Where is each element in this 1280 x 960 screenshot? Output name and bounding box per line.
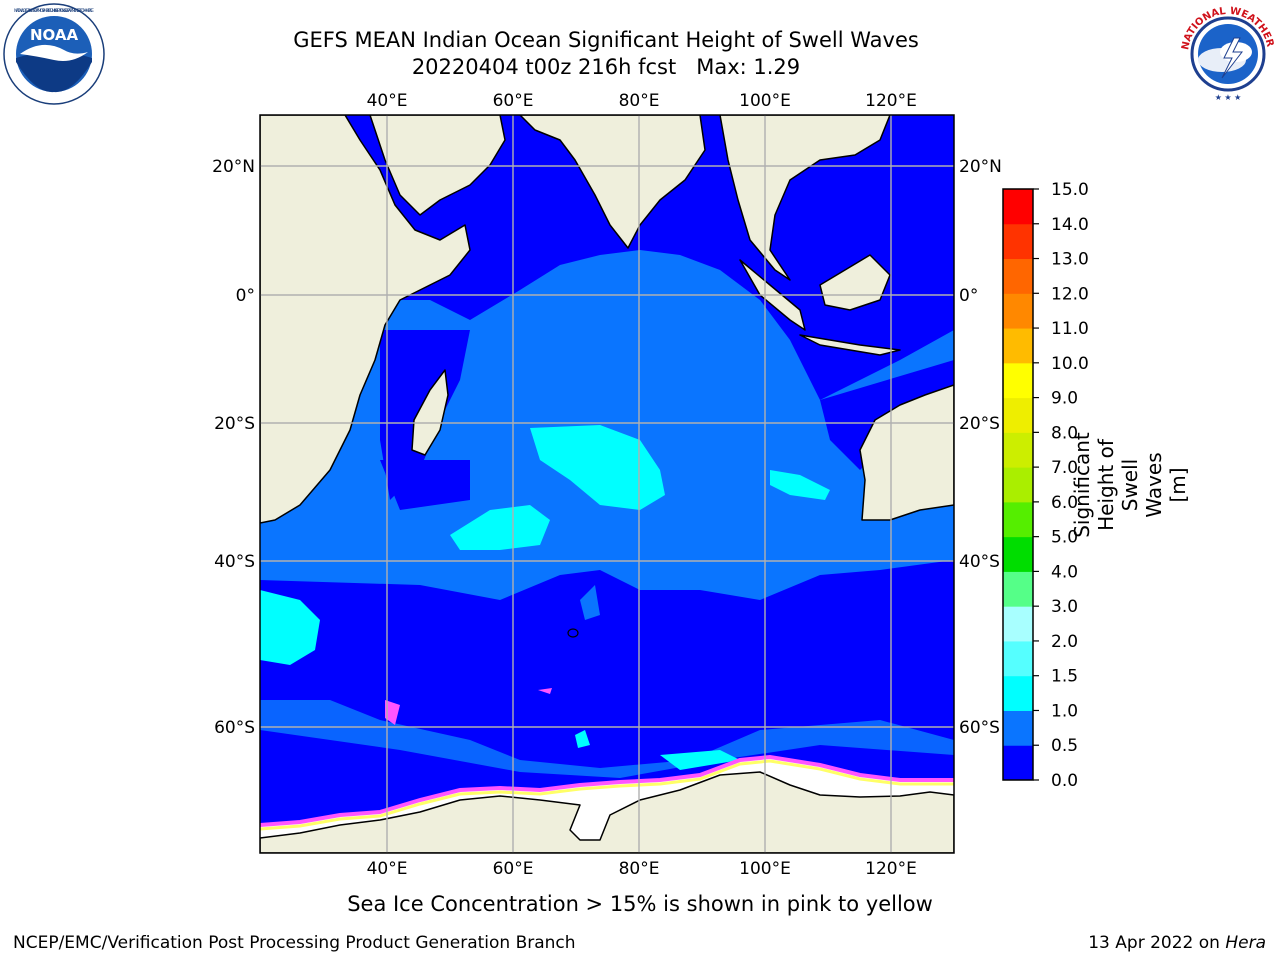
right-axis-label: 60°S <box>959 718 1000 738</box>
colorbar-tick-label: 13.0 <box>1051 250 1089 270</box>
colorbar-tick-label: 8.0 <box>1051 423 1078 443</box>
colorbar-segment <box>1003 293 1033 329</box>
top-axis-label: 80°E <box>619 91 660 111</box>
footer-host: Hera <box>1225 933 1266 953</box>
colorbar-segment <box>1003 501 1033 538</box>
left-axis-label: 20°S <box>214 414 255 434</box>
noaa-ring-text: NATIONAL OCEANIC AND ATMOSPHERIC ADMINIS… <box>14 8 94 14</box>
ice-edge-pink <box>260 754 954 827</box>
svg-text:★ ★ ★: ★ ★ ★ <box>1215 93 1242 102</box>
top-axis-label: 60°E <box>493 91 534 111</box>
bottom-axis-label: 80°E <box>619 859 660 879</box>
ice-edge-yellow <box>260 759 954 831</box>
colorbar-tick-label: 5.0 <box>1051 528 1078 548</box>
sea-ice-caption: Sea Ice Concentration > 15% is shown in … <box>347 892 933 916</box>
left-axis-label: 40°S <box>214 552 255 572</box>
swell-high-patch-southwest <box>260 590 320 665</box>
swell-high-patch-west <box>450 505 550 550</box>
colorbar-tick-label: 15.0 <box>1051 180 1089 200</box>
bottom-axis-label: 60°E <box>493 859 534 879</box>
top-axis-label: 40°E <box>367 91 408 111</box>
left-axis-label: 60°S <box>214 718 255 738</box>
colorbar-segment <box>1003 432 1033 468</box>
colorbar-tick-label: 0.0 <box>1051 771 1078 791</box>
land-australia <box>859 384 954 521</box>
colorbar-frame <box>1002 188 1034 781</box>
colorbar-segment <box>1003 467 1033 503</box>
colorbar-tick-label: 14.0 <box>1051 215 1089 235</box>
colorbar-tick-label: 0.5 <box>1051 736 1078 756</box>
land-southeast-asia <box>719 115 891 281</box>
colorbar-label-text: Significant Height of Swell Waves [m] <box>1070 432 1190 538</box>
colorbar-segment <box>1003 223 1033 260</box>
bottom-axis-label: 120°E <box>865 859 917 879</box>
nws-logo-icon: NATIONAL WEATHER SERVICE ★ ★ ★ <box>1176 2 1278 104</box>
bottom-axis-label: 40°E <box>367 859 408 879</box>
map-frame <box>259 114 955 854</box>
land-madagascar <box>411 369 449 456</box>
colorbar-tick-label: 1.5 <box>1051 667 1078 687</box>
bottom-axis-label: 100°E <box>739 859 791 879</box>
colorbar-tick-label: 12.0 <box>1051 284 1089 304</box>
colorbar-segment <box>1003 675 1033 711</box>
noaa-logo-icon: NOAA NATIONAL OCEANIC AND ATMOSPHERIC AD… <box>3 3 105 105</box>
colorbar-segment <box>1003 710 1033 746</box>
right-axis-label: 40°S <box>959 552 1000 572</box>
land-arabia <box>369 115 506 216</box>
colorbar-tick-label: 4.0 <box>1051 562 1078 582</box>
title-line-1: GEFS MEAN Indian Ocean Significant Heigh… <box>293 28 919 52</box>
colorbar-segment <box>1003 640 1033 677</box>
colorbar <box>1002 188 1034 781</box>
top-axis-label: 100°E <box>739 91 791 111</box>
left-axis-label: 20°N <box>212 157 255 177</box>
top-axis-label: 120°E <box>865 91 917 111</box>
colorbar-segment <box>1003 571 1033 607</box>
colorbar-tick-label: 7.0 <box>1051 458 1078 478</box>
colorbar-tick-label: 1.0 <box>1051 701 1078 721</box>
footer-branch: NCEP/EMC/Verification Post Processing Pr… <box>13 933 576 953</box>
land-india <box>519 115 706 249</box>
right-axis-label: 0° <box>959 286 978 306</box>
left-axis-label: 0° <box>236 286 255 306</box>
title-line-2: 20220404 t00z 216h fcst Max: 1.29 <box>411 55 801 79</box>
land-africa <box>260 115 471 524</box>
colorbar-segment <box>1003 189 1033 225</box>
noaa-logo-text: NOAA <box>30 26 79 44</box>
right-axis-label: 20°N <box>959 157 1002 177</box>
footer-date: 13 Apr 2022 on Hera <box>1088 933 1266 953</box>
colorbar-tick-label: 2.0 <box>1051 632 1078 652</box>
footer-date-text: 13 Apr 2022 on <box>1088 933 1226 953</box>
colorbar-tick-label: 6.0 <box>1051 493 1078 513</box>
colorbar-segment <box>1003 745 1033 781</box>
colorbar-tick-label: 10.0 <box>1051 354 1089 374</box>
colorbar-segment <box>1003 397 1033 433</box>
colorbar-tick-label: 3.0 <box>1051 597 1078 617</box>
colorbar-segment <box>1003 606 1033 642</box>
colorbar-tick-label: 9.0 <box>1051 389 1078 409</box>
swell-high-patch-east <box>770 470 830 500</box>
swell-high-patch-central <box>530 425 665 510</box>
colorbar-segment <box>1003 536 1033 572</box>
colorbar-tick-label: 11.0 <box>1051 319 1089 339</box>
colorbar-segment <box>1003 362 1033 399</box>
colorbar-segment <box>1003 258 1033 294</box>
right-axis-label: 20°S <box>959 414 1000 434</box>
colorbar-segment <box>1003 328 1033 364</box>
